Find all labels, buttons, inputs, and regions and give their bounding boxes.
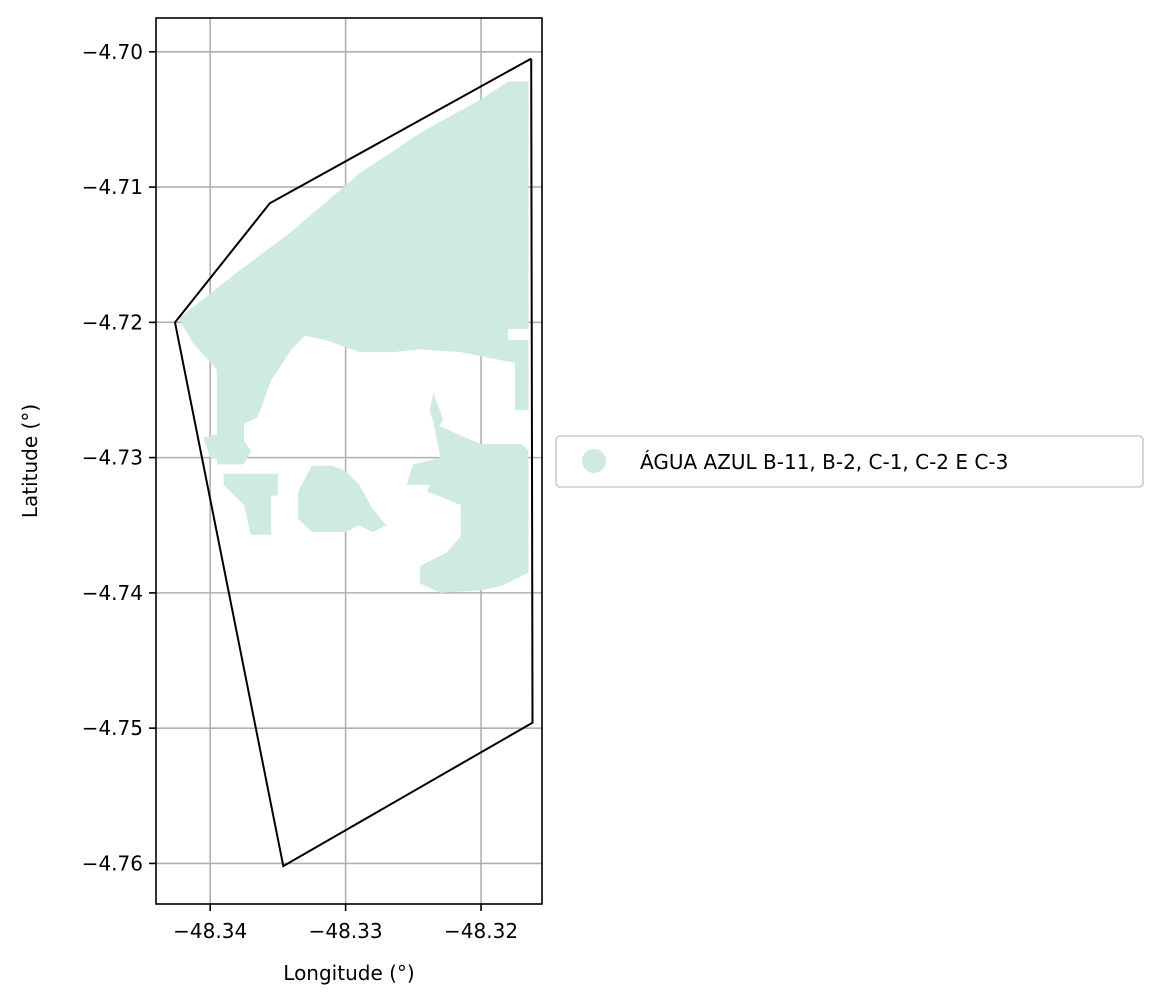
- y-tick-label: −4.73: [82, 446, 143, 470]
- legend: ÁGUA AZUL B-11, B-2, C-1, C-2 E C-3: [555, 435, 1144, 488]
- region-polygon: [429, 392, 444, 431]
- y-axis: −4.70 −4.71 −4.72 −4.73 −4.74 −4.75 −4.76: [82, 40, 156, 875]
- y-tick-label: −4.74: [82, 581, 143, 605]
- x-tick-label: −48.33: [309, 919, 383, 943]
- y-axis-label: Latitude (°): [18, 404, 42, 518]
- boundary-layer: [173, 57, 534, 868]
- region-polygon: [203, 430, 251, 465]
- boundary-outline: [173, 57, 534, 868]
- x-tick-label: −48.34: [173, 919, 247, 943]
- legend-marker-icon: [582, 449, 606, 473]
- region-polygon: [298, 465, 360, 532]
- y-tick-label: −4.76: [82, 851, 143, 875]
- region-polygon: [311, 465, 387, 532]
- x-axis: −48.34 −48.33 −48.32: [173, 904, 518, 943]
- region-layer: [179, 81, 529, 593]
- region-polygon: [179, 81, 529, 465]
- region-polygon: [406, 423, 444, 485]
- plot-area-frame: [155, 17, 543, 905]
- y-tick-label: −4.71: [82, 175, 143, 199]
- y-tick-label: −4.75: [82, 716, 143, 740]
- y-tick-label: −4.70: [82, 40, 143, 64]
- region-polygon: [420, 423, 529, 593]
- legend-entry-label: ÁGUA AZUL B-11, B-2, C-1, C-2 E C-3: [640, 450, 1008, 474]
- x-axis-label: Longitude (°): [283, 961, 414, 985]
- y-tick-label: −4.72: [82, 310, 143, 334]
- region-polygon: [223, 473, 278, 535]
- legend-box: [555, 435, 1144, 488]
- x-tick-label: −48.32: [444, 919, 518, 943]
